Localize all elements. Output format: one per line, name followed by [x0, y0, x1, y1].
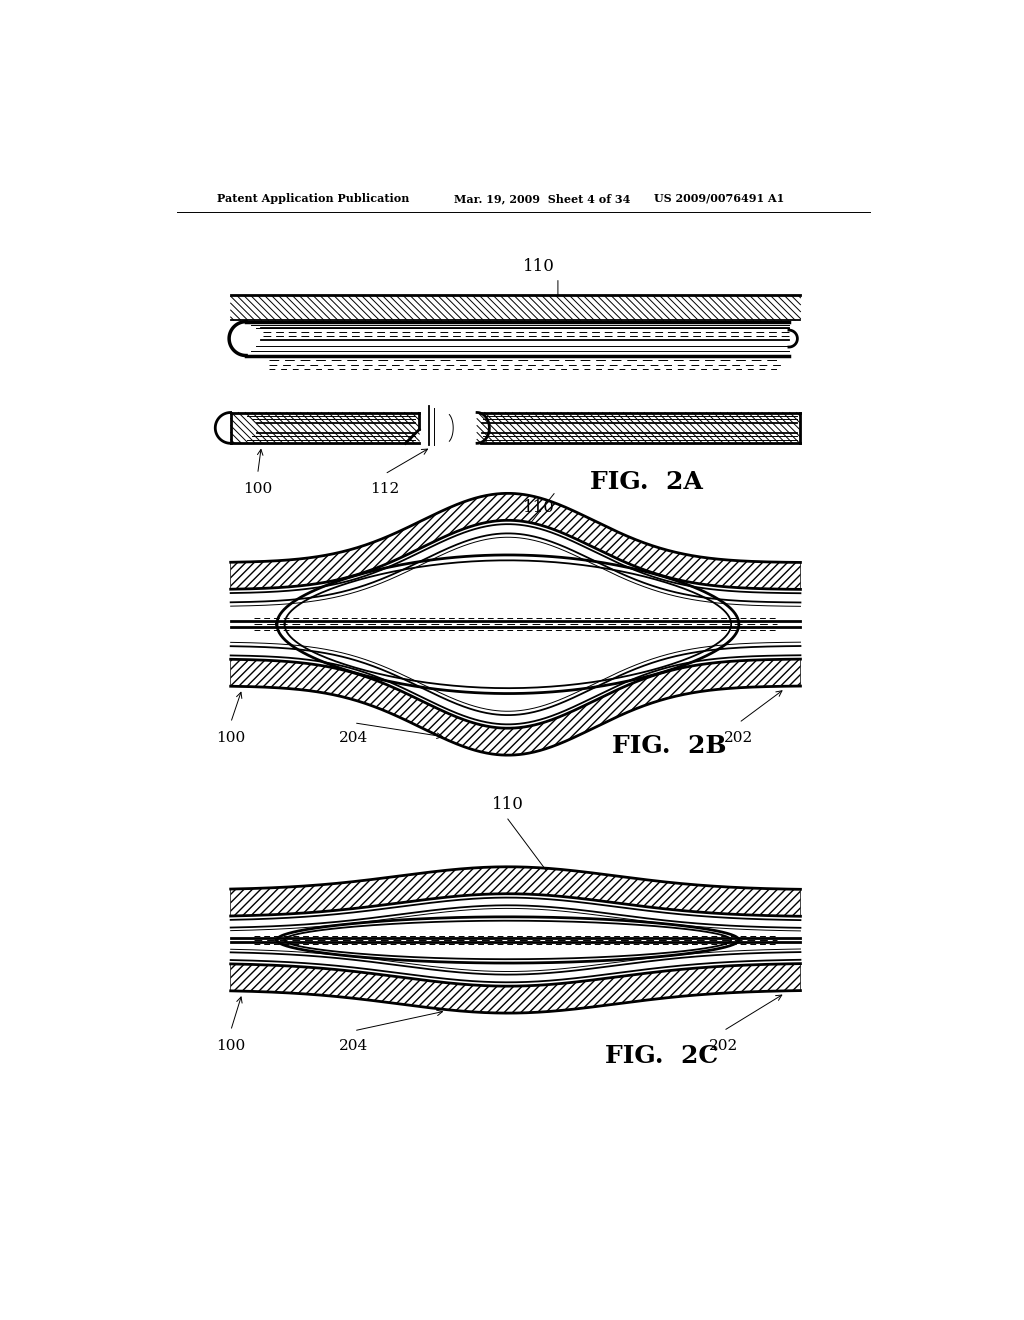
Polygon shape	[230, 494, 801, 590]
Polygon shape	[230, 659, 801, 755]
Text: 202: 202	[724, 730, 754, 744]
Text: 100: 100	[216, 1039, 246, 1052]
Text: 100: 100	[243, 482, 272, 496]
Text: 204: 204	[339, 730, 369, 744]
Text: Patent Application Publication: Patent Application Publication	[217, 193, 410, 205]
Text: 112: 112	[370, 482, 399, 496]
Text: 110: 110	[492, 796, 524, 813]
Polygon shape	[230, 494, 801, 590]
Text: 100: 100	[216, 730, 246, 744]
Text: FIG.  2B: FIG. 2B	[612, 734, 727, 759]
Polygon shape	[230, 964, 801, 1012]
Text: 204: 204	[339, 1039, 369, 1052]
Text: FIG.  2A: FIG. 2A	[590, 470, 702, 494]
Text: Mar. 19, 2009  Sheet 4 of 34: Mar. 19, 2009 Sheet 4 of 34	[454, 193, 631, 205]
Text: FIG.  2C: FIG. 2C	[605, 1044, 719, 1068]
Text: 202: 202	[709, 1039, 738, 1052]
Polygon shape	[230, 867, 801, 916]
Text: US 2009/0076491 A1: US 2009/0076491 A1	[654, 193, 784, 205]
Text: 110: 110	[522, 499, 555, 516]
Text: 110: 110	[522, 259, 555, 276]
